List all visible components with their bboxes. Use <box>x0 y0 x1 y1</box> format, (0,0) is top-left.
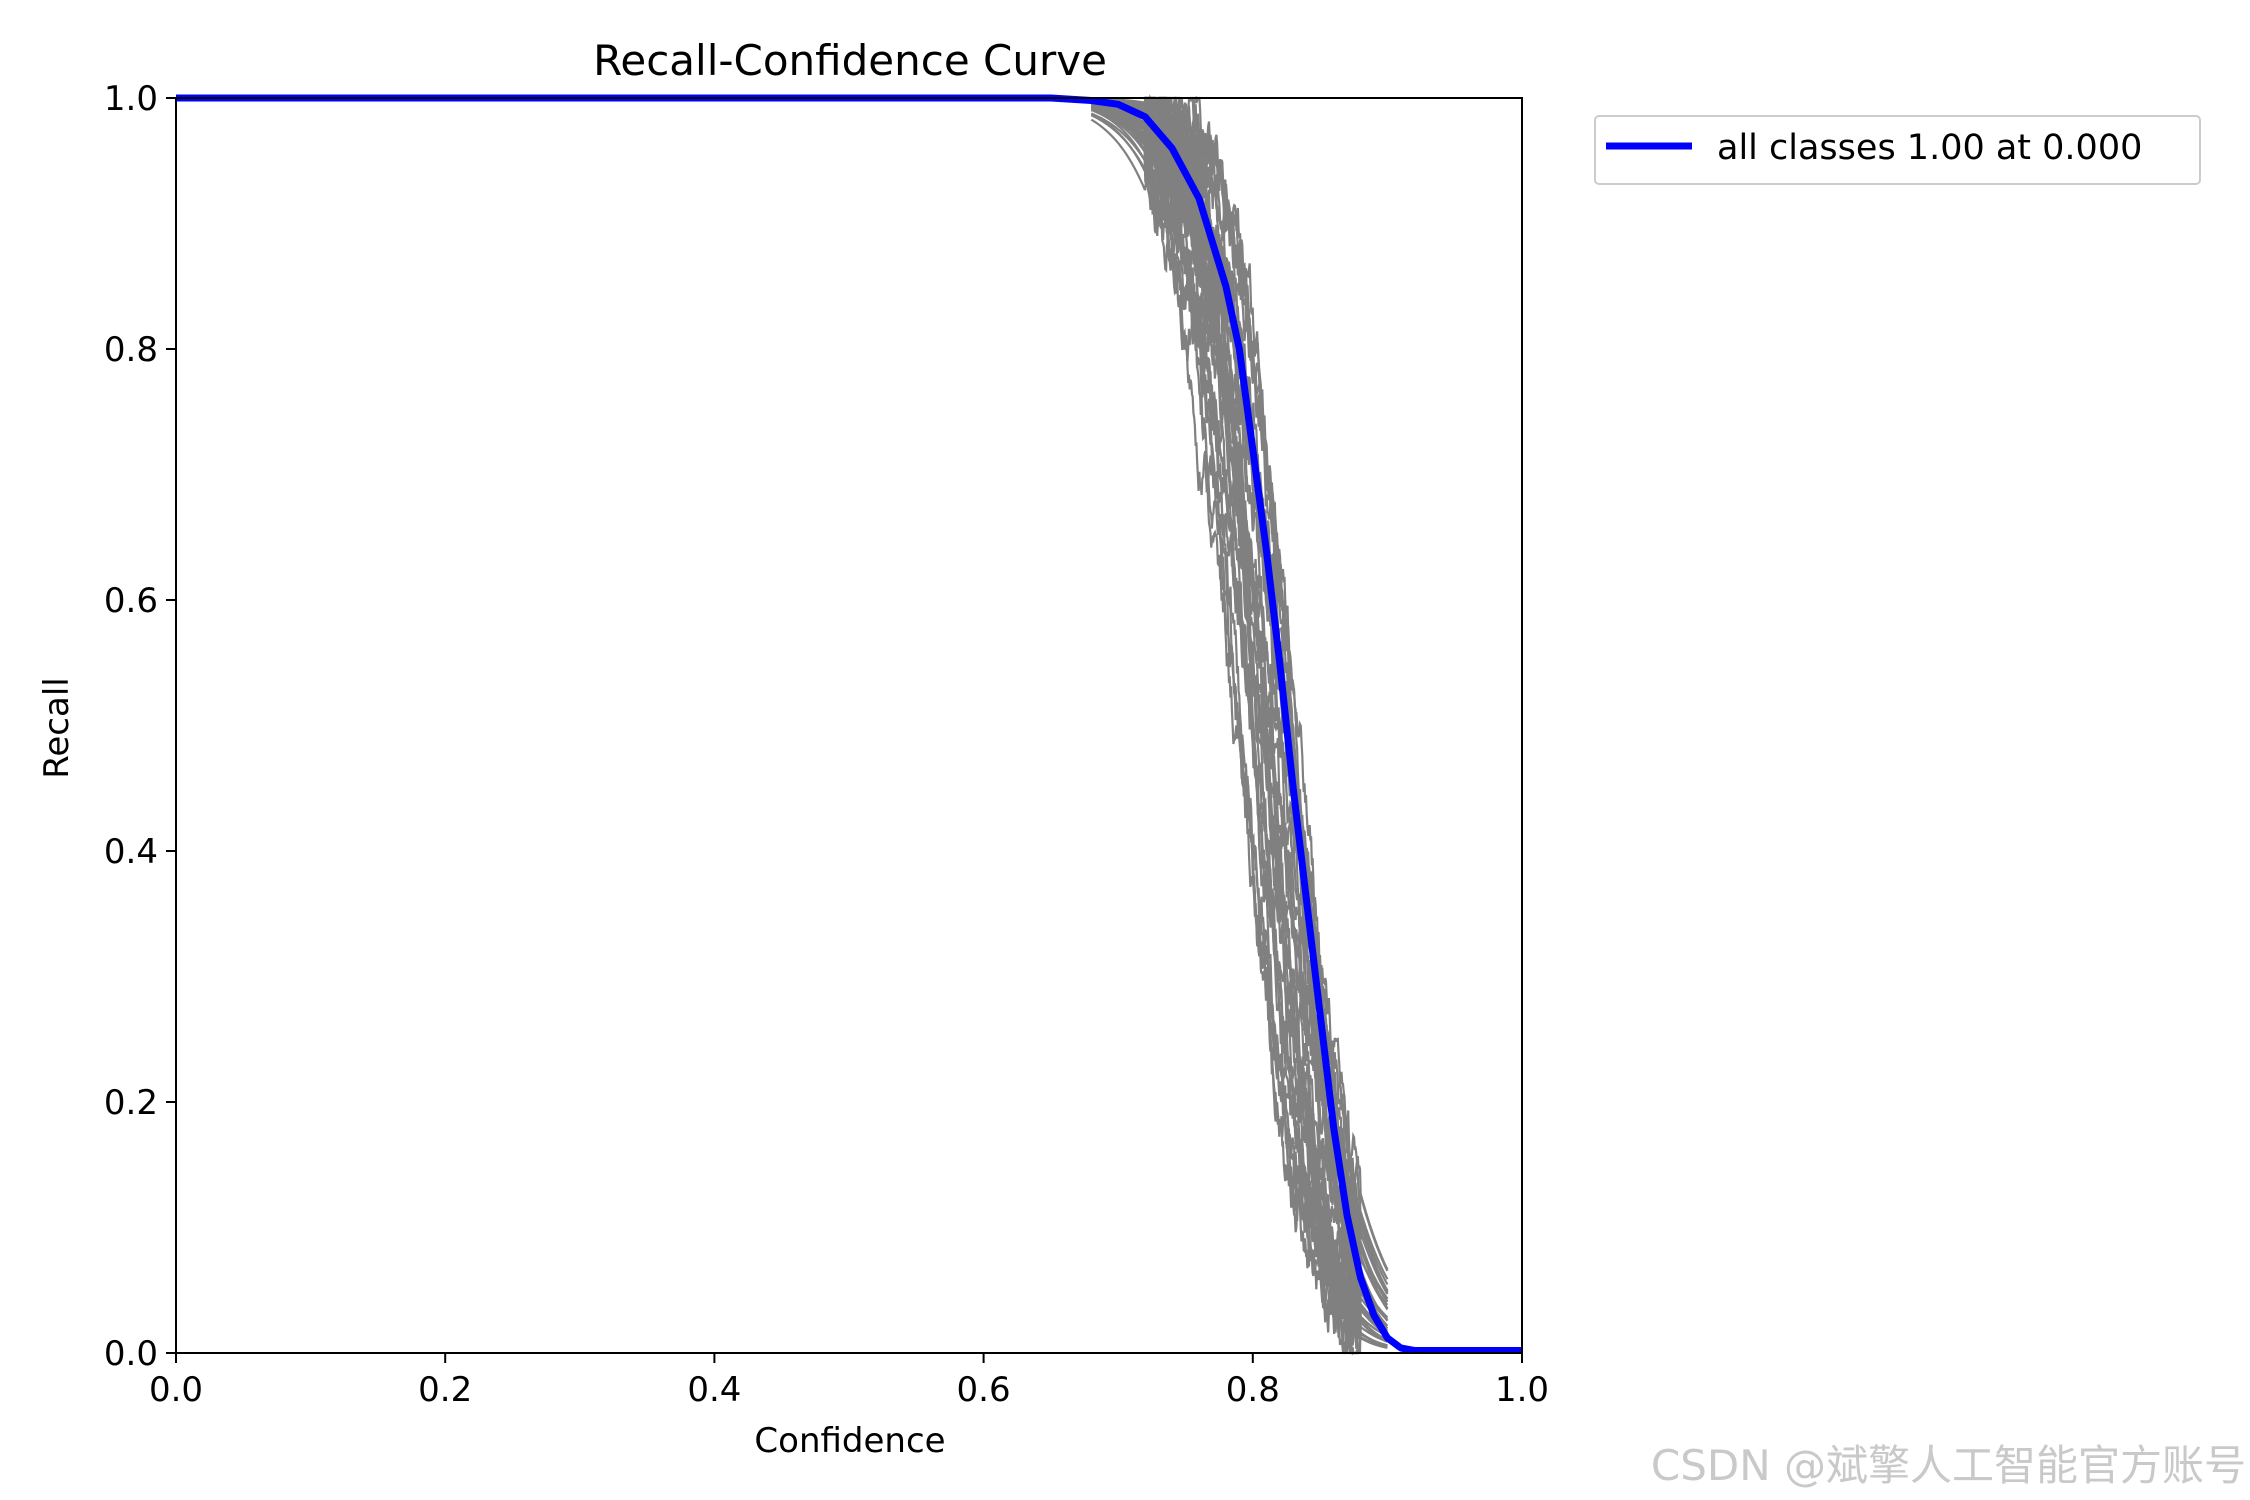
series-line-all-classes <box>176 94 1522 1354</box>
x-tick-label: 0.0 <box>149 1370 203 1410</box>
legend: all classes 1.00 at 0.000 <box>1594 115 2201 185</box>
x-tick-label: 0.8 <box>1226 1370 1280 1410</box>
per-class-curves <box>1090 94 1389 1356</box>
x-tick-label: 0.6 <box>957 1370 1011 1410</box>
x-axis-title: Confidence <box>754 1421 945 1461</box>
chart-title: Recall-Confidence Curve <box>593 36 1107 85</box>
per-class-curve <box>1091 97 1388 1343</box>
plot-frame <box>175 97 1523 1354</box>
y-tick-label: 1.0 <box>104 79 158 119</box>
x-tick-label: 0.4 <box>687 1370 741 1410</box>
y-tick-label: 0.6 <box>104 581 158 621</box>
y-axis-title: Recall <box>37 677 77 778</box>
legend-box <box>1594 115 2201 185</box>
legend-label-all-classes: all classes 1.00 at 0.000 <box>1717 128 2142 168</box>
x-tick-label: 1.0 <box>1495 1370 1549 1410</box>
y-tick-label: 0.2 <box>104 1083 158 1123</box>
x-tick-label: 0.2 <box>418 1370 472 1410</box>
watermark: CSDN @斌擎人工智能官方账号 <box>1651 1441 2246 1490</box>
y-tick-label: 0.0 <box>104 1334 158 1374</box>
y-tick-label: 0.8 <box>104 330 158 370</box>
per-class-curve <box>1090 106 1389 1319</box>
y-tick-label: 0.4 <box>104 832 158 872</box>
